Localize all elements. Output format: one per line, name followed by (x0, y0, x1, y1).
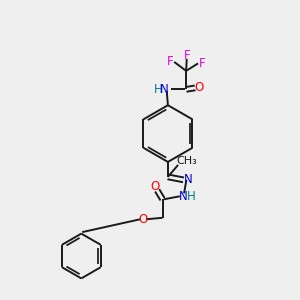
Text: F: F (199, 57, 206, 70)
Text: N: N (184, 173, 192, 186)
Text: O: O (151, 180, 160, 193)
Text: N: N (179, 190, 188, 203)
Text: CH₃: CH₃ (177, 156, 197, 166)
Text: O: O (139, 213, 148, 226)
Text: N: N (160, 83, 169, 96)
Text: H: H (187, 190, 195, 203)
Text: H: H (154, 83, 163, 96)
Text: O: O (194, 81, 203, 94)
Text: F: F (167, 56, 173, 68)
Text: F: F (183, 49, 190, 62)
